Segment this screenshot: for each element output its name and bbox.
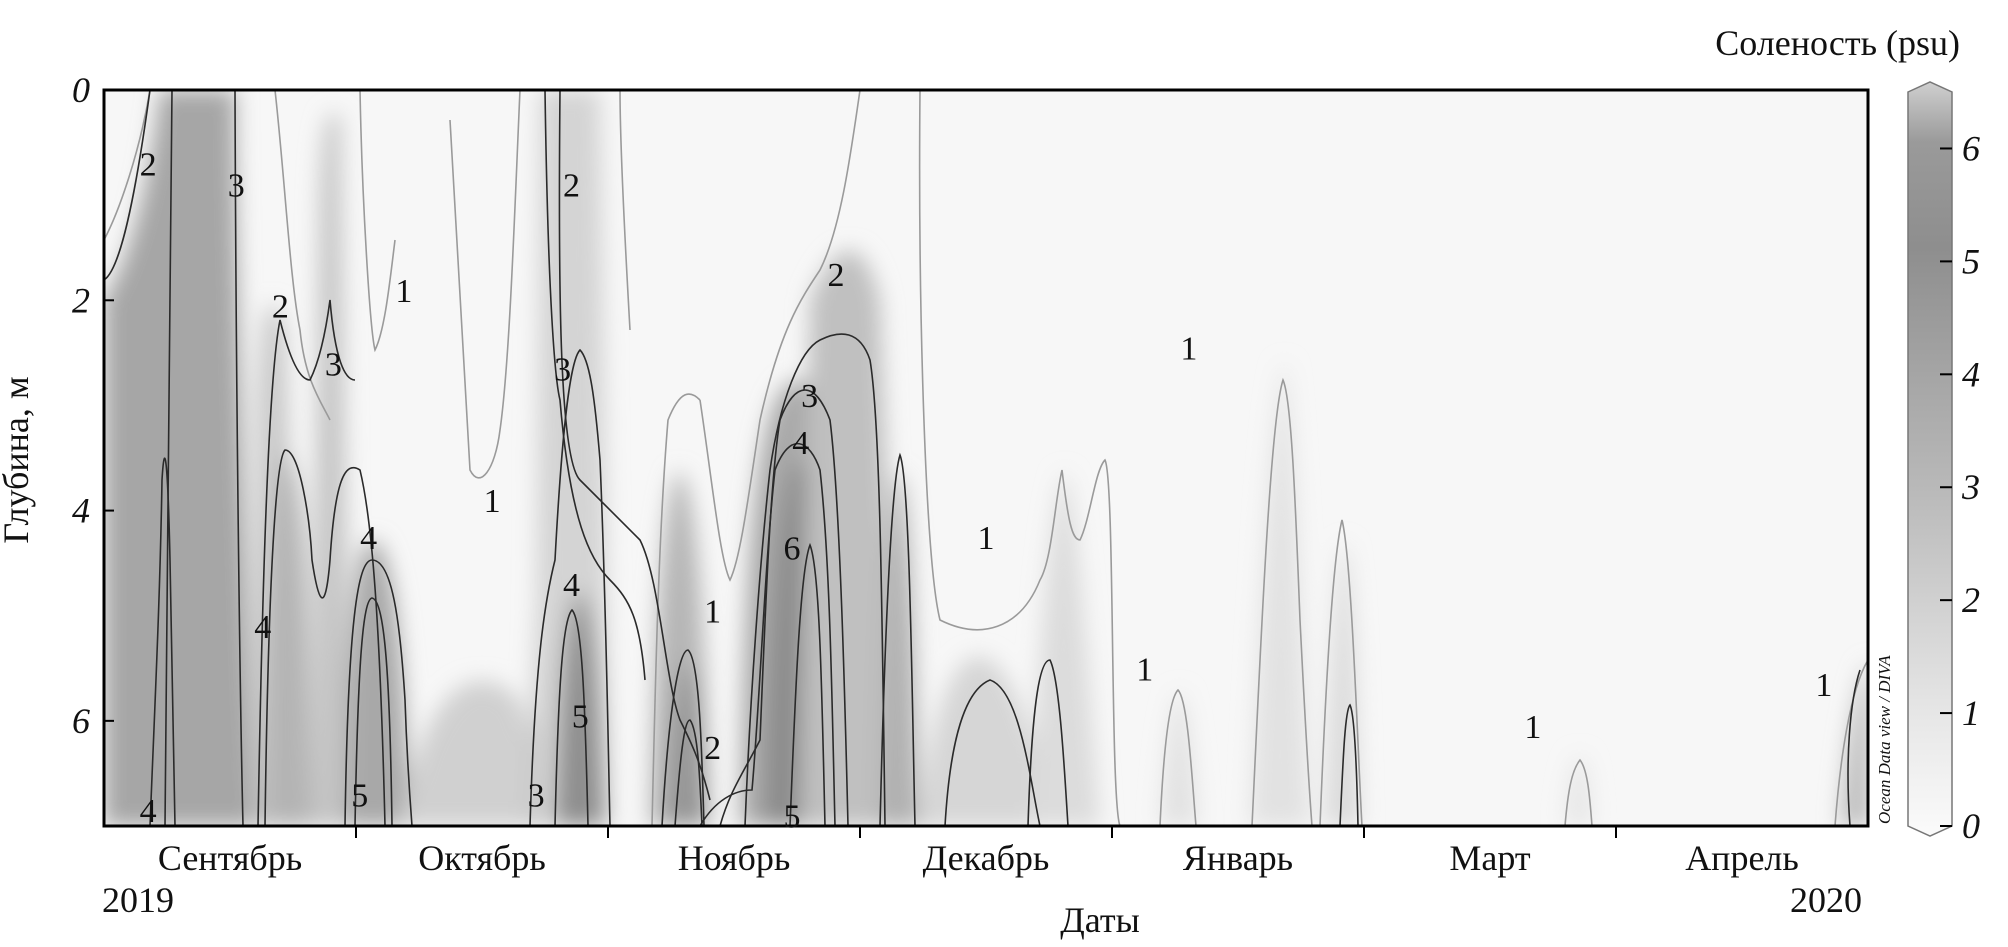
contour-label: 2 [828, 257, 845, 294]
contour-label: 2 [704, 730, 721, 767]
salinity-field [104, 90, 1868, 826]
year-start-label: 2019 [102, 880, 174, 920]
contour-label: 4 [140, 793, 157, 830]
contour-label: 1 [1136, 651, 1153, 688]
colorbar-tick-label: 4 [1962, 354, 1980, 394]
colorbar-tick-label: 5 [1962, 241, 1980, 281]
colorbar-ticks: 0 1 2 3 4 5 6 [1940, 128, 1980, 846]
colorbar-body [1907, 81, 1953, 837]
contour-label: 3 [228, 168, 245, 205]
contour-label: 3 [554, 352, 571, 389]
contour-label: 3 [325, 346, 342, 383]
contour-label: 5 [783, 798, 800, 835]
colorbar-tick-label: 0 [1962, 806, 1980, 846]
x-tick-label: Апрель [1685, 838, 1799, 878]
contour-label: 1 [484, 483, 501, 520]
year-end-label: 2020 [1790, 880, 1862, 920]
watermark: Ocean Data view / DIVA [1875, 655, 1894, 824]
colorbar-tick-label: 6 [1962, 128, 1980, 168]
contour-label: 4 [254, 609, 271, 646]
colorbar-tick-label: 3 [1961, 467, 1980, 507]
contour-label: 1 [1180, 331, 1197, 368]
y-tick-label: 6 [72, 701, 90, 741]
contour-label: 6 [783, 530, 800, 567]
contour-label: 3 [801, 378, 818, 415]
contour-label: 4 [360, 520, 377, 557]
x-tick-label: Ноябрь [678, 838, 791, 878]
colorbar: 0 1 2 3 4 5 6 Соленость (psu) [1715, 23, 1980, 846]
colorbar-title: Соленость (psu) [1715, 23, 1960, 63]
contour-label: 5 [351, 777, 368, 814]
colorbar-tick-label: 1 [1962, 693, 1980, 733]
contour-label: 2 [140, 147, 157, 184]
contour-label: 2 [563, 168, 580, 205]
x-axis-title: Даты [1060, 900, 1140, 940]
y-tick-label: 4 [72, 491, 90, 531]
y-axis-title: Глубина, м [0, 376, 36, 543]
contour-label: 1 [395, 273, 412, 310]
contour-label: 5 [572, 699, 589, 736]
x-axis: Сентябрь Октябрь Ноябрь Декабрь Январь Март Ап… [158, 826, 1799, 878]
colorbar-tick-label: 2 [1962, 580, 1980, 620]
contour-lines [104, 90, 1868, 826]
contour-label: 2 [272, 289, 289, 326]
x-tick-label: Сентябрь [158, 838, 302, 878]
contour-label: 1 [704, 593, 721, 630]
contour-label: 1 [1815, 667, 1832, 704]
contour-label: 1 [978, 520, 995, 557]
contour-label: 4 [792, 425, 809, 462]
x-tick-label: Декабрь [923, 838, 1050, 878]
x-tick-label: Март [1449, 838, 1531, 878]
contour-label: 4 [563, 567, 580, 604]
x-tick-label: Январь [1183, 838, 1293, 878]
contour-label: 3 [528, 777, 545, 814]
x-tick-label: Октябрь [418, 838, 546, 878]
y-axis: 0 2 4 6 [72, 70, 114, 741]
y-tick-label: 0 [72, 70, 90, 110]
plot-frame [102, 88, 1870, 828]
contour-label: 1 [1524, 709, 1541, 746]
y-tick-label: 2 [72, 280, 90, 320]
